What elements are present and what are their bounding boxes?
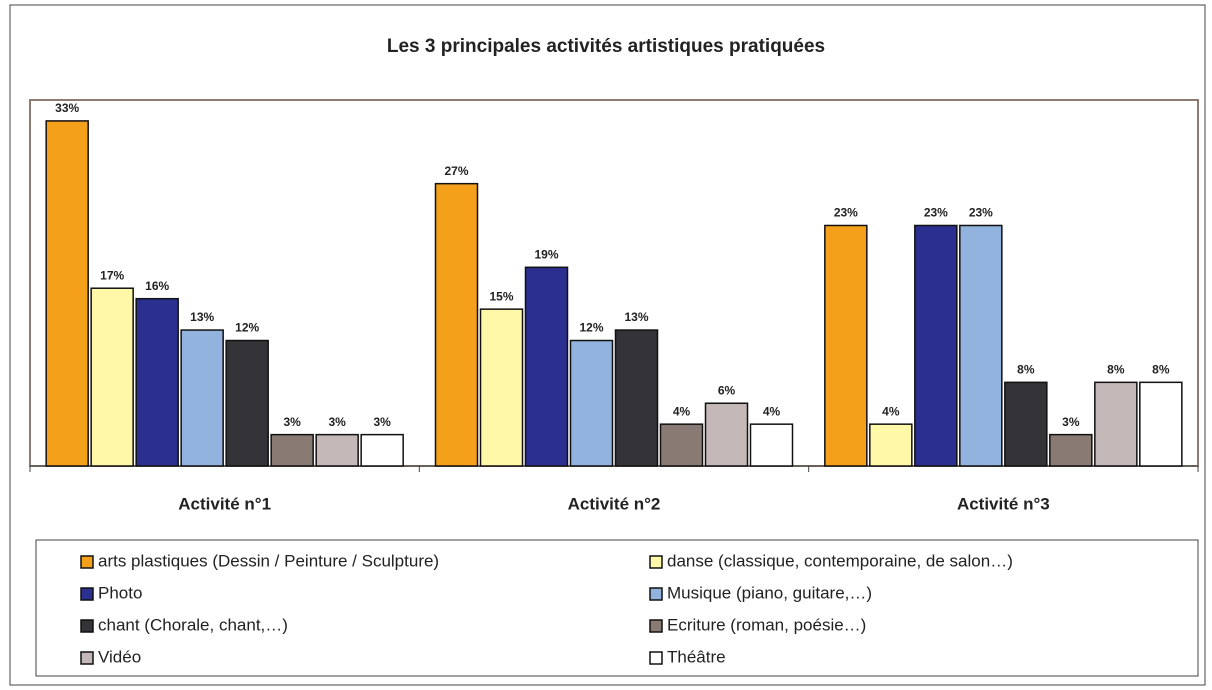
- data-label: 4%: [882, 404, 900, 418]
- legend-label: chant (Chorale, chant,…): [98, 615, 288, 634]
- bar: [869, 423, 913, 467]
- data-label: 33%: [55, 101, 79, 115]
- bar: [1139, 381, 1183, 467]
- legend-label: Vidéo: [98, 647, 141, 666]
- bar: [45, 120, 89, 467]
- bar: [914, 224, 958, 467]
- data-label: 8%: [1152, 363, 1170, 377]
- bar: [135, 297, 179, 467]
- data-label: 4%: [673, 404, 691, 418]
- legend-swatch: [649, 619, 663, 633]
- data-label: 13%: [624, 310, 648, 324]
- data-label: 3%: [283, 415, 301, 429]
- data-label: 23%: [924, 206, 948, 220]
- legend-swatch: [80, 555, 94, 569]
- data-label: 23%: [969, 206, 993, 220]
- bar: [225, 339, 269, 467]
- legend-label: Photo: [98, 583, 142, 602]
- bar: [704, 402, 749, 467]
- data-label: 12%: [235, 321, 259, 335]
- data-label: 23%: [834, 206, 858, 220]
- x-tick-label: Activité n°1: [178, 494, 271, 513]
- bar: [614, 329, 659, 467]
- bar: [360, 433, 404, 467]
- bar: [749, 423, 794, 467]
- bar: [315, 433, 359, 467]
- bar: [90, 287, 134, 467]
- data-label: 13%: [190, 310, 214, 324]
- x-tick-label: Activité n°3: [957, 494, 1050, 513]
- legend-label: danse (classique, contemporaine, de salo…: [667, 551, 1013, 570]
- data-label: 12%: [579, 321, 603, 335]
- legend-label: arts plastiques (Dessin / Peinture / Scu…: [98, 551, 439, 570]
- bar: [959, 224, 1003, 467]
- bar: [824, 224, 868, 467]
- data-label: 17%: [100, 268, 124, 282]
- legend-swatch: [649, 587, 663, 601]
- data-label: 3%: [328, 415, 346, 429]
- bar: [1049, 433, 1093, 467]
- legend-swatch: [649, 555, 663, 569]
- data-label: 16%: [145, 279, 169, 293]
- bar: [180, 329, 224, 467]
- data-label: 3%: [1062, 415, 1080, 429]
- bar: [434, 182, 479, 467]
- bar: [659, 423, 704, 467]
- bar: [569, 339, 614, 467]
- data-label: 8%: [1107, 363, 1125, 377]
- legend-swatch: [80, 651, 94, 665]
- legend-label: Ecriture (roman, poésie…): [667, 615, 866, 634]
- x-tick-label: Activité n°2: [568, 494, 661, 513]
- legend-label: Musique (piano, guitare,…): [667, 583, 872, 602]
- data-label: 27%: [444, 164, 468, 178]
- bar: [270, 433, 314, 467]
- bar: [1004, 381, 1048, 467]
- chart-title: Les 3 principales activités artistiques …: [387, 36, 825, 57]
- legend: [35, 539, 1199, 677]
- data-label: 15%: [489, 289, 513, 303]
- bar: [524, 266, 569, 467]
- legend-swatch: [80, 619, 94, 633]
- bar: [1094, 381, 1138, 467]
- data-label: 8%: [1017, 363, 1035, 377]
- legend-swatch: [80, 587, 94, 601]
- data-label: 4%: [763, 404, 781, 418]
- data-label: 3%: [373, 415, 391, 429]
- bar: [479, 308, 524, 467]
- data-label: 6%: [718, 383, 736, 397]
- legend-swatch: [649, 651, 663, 665]
- legend-label: Théâtre: [667, 647, 726, 666]
- data-label: 19%: [534, 247, 558, 261]
